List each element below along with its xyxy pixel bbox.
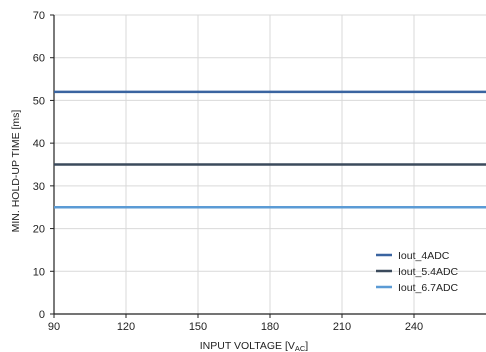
y-axis-label: MIN. HOLD-UP TIME [ms] [10, 110, 22, 233]
y-tick-label: 70 [33, 10, 45, 22]
y-tick-label: 50 [33, 95, 45, 107]
y-tick-label: 20 [33, 224, 45, 236]
x-tick-label: 120 [117, 321, 135, 333]
legend-label: Iout_5.4ADC [398, 266, 459, 278]
legend-label: Iout_6.7ADC [398, 282, 459, 294]
legend: Iout_4ADC Iout_5.4ADC Iout_6.7ADC [376, 250, 459, 294]
y-tick-label: 0 [39, 309, 45, 321]
x-tick-label: 150 [189, 321, 207, 333]
tick-labels: 90 120 150 180 210 240 0 10 20 30 40 50 60 70 [33, 10, 423, 333]
x-tick-label: 210 [333, 321, 351, 333]
y-tick-label: 10 [33, 266, 45, 278]
y-tick-label: 60 [33, 53, 45, 65]
x-tick-label: 240 [405, 321, 423, 333]
x-axis-label: INPUT VOLTAGE [VAC] [200, 340, 309, 352]
x-tick-label: 90 [48, 321, 60, 333]
series-lines [54, 90, 486, 209]
y-tick-label: 40 [33, 138, 45, 150]
y-tick-label: 30 [33, 181, 45, 193]
x-tick-label: 180 [261, 321, 279, 333]
legend-label: Iout_4ADC [398, 250, 450, 262]
